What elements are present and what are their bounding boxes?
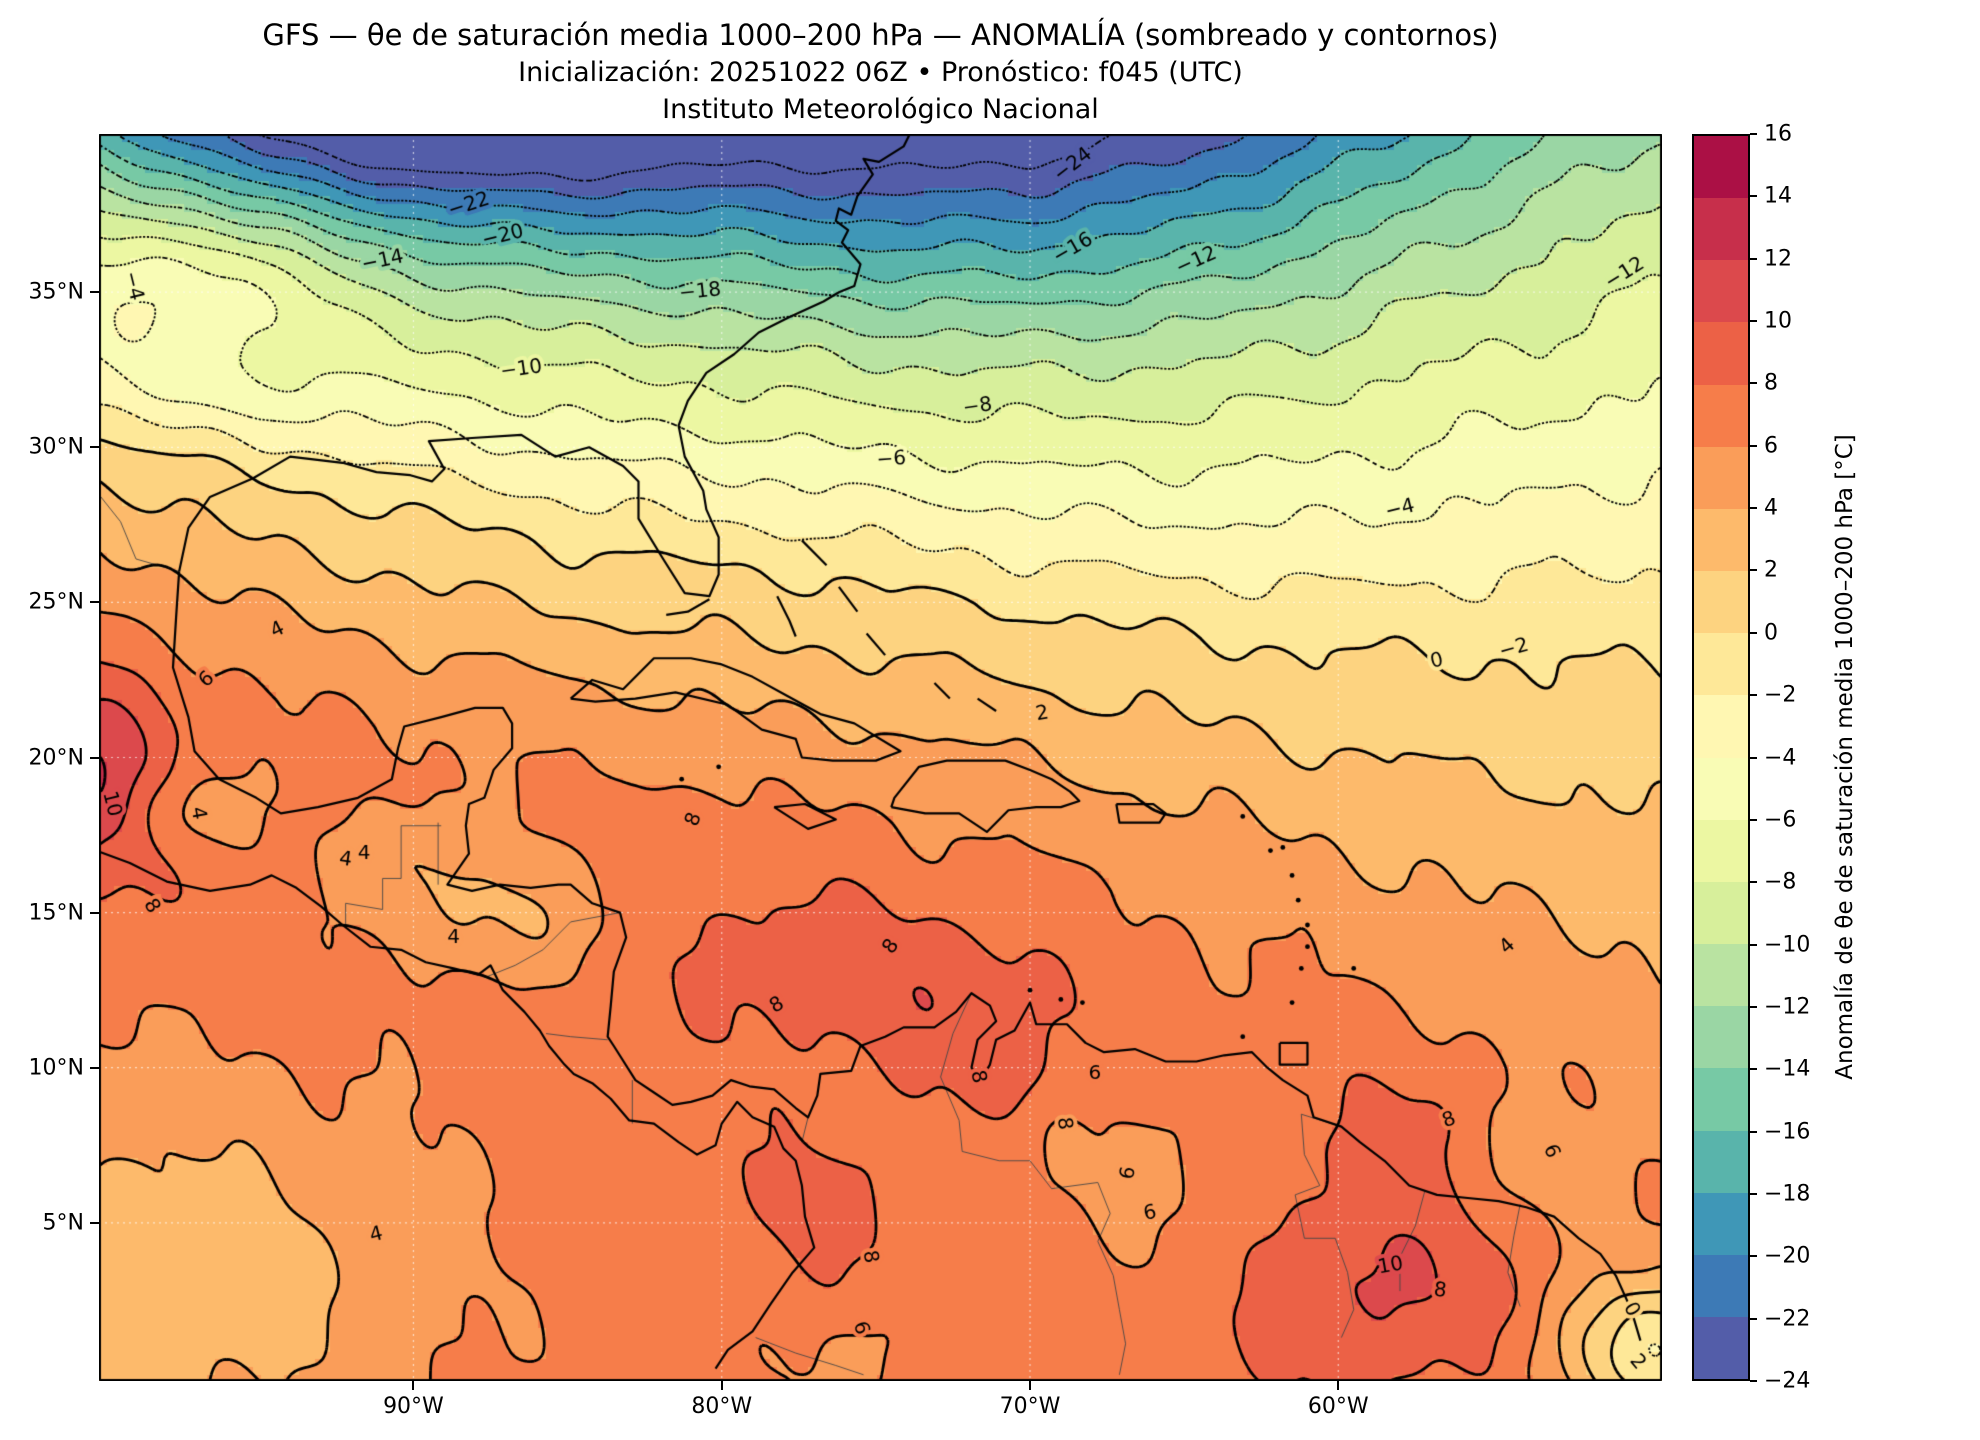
anomaly-map-canvas [99, 134, 1662, 1381]
colorbar-tick-label: −2 [1764, 682, 1797, 708]
y-tick-label: 15°N [28, 900, 84, 926]
x-tick-label: 70°W [999, 1394, 1061, 1419]
colorbar-tick-label: −8 [1764, 869, 1797, 895]
y-tick-mark [90, 756, 99, 759]
x-tick-mark [720, 1381, 723, 1390]
colorbar-tick-mark [1750, 1317, 1757, 1320]
colorbar-tick-mark [1750, 756, 1757, 759]
y-tick-mark [90, 1066, 99, 1069]
colorbar-tick-mark [1750, 195, 1757, 198]
colorbar-tick-label: −22 [1764, 1306, 1811, 1332]
y-tick-label: 5°N [42, 1210, 84, 1236]
y-tick-label: 35°N [28, 279, 84, 305]
colorbar-tick-mark [1750, 943, 1757, 946]
y-tick-mark [90, 601, 99, 604]
x-tick-label: 90°W [383, 1394, 444, 1419]
colorbar-cell [1694, 757, 1748, 820]
colorbar-tick-mark [1750, 1130, 1757, 1133]
colorbar-cell [1694, 1130, 1748, 1193]
colorbar-tick-mark [1750, 1192, 1757, 1195]
x-tick-mark [412, 1381, 415, 1390]
chart-title: GFS — θe de saturación media 1000–200 hP… [262, 18, 1499, 52]
colorbar-tick-label: −24 [1764, 1368, 1811, 1394]
y-tick-label: 30°N [28, 434, 84, 460]
colorbar-cell [1694, 1254, 1748, 1317]
colorbar-cell [1694, 1192, 1748, 1255]
y-tick-label: 25°N [28, 589, 84, 615]
colorbar-cell [1694, 198, 1748, 261]
colorbar-cell [1694, 384, 1748, 447]
colorbar-cell [1694, 508, 1748, 572]
x-tick-label: 60°W [1307, 1394, 1369, 1419]
colorbar-tick-label: −20 [1764, 1243, 1811, 1269]
colorbar-tick-label: 8 [1764, 370, 1778, 396]
colorbar-tick-label: 2 [1764, 557, 1778, 583]
colorbar-tick-mark [1750, 444, 1757, 447]
y-tick-label: 20°N [28, 745, 84, 770]
colorbar-tick-mark [1750, 1255, 1757, 1258]
x-tick-label: 80°W [691, 1394, 753, 1419]
colorbar-cell [1694, 1006, 1748, 1069]
colorbar-tick-label: −16 [1764, 1119, 1811, 1145]
y-tick-mark [90, 446, 99, 449]
colorbar-cell [1694, 881, 1748, 945]
y-tick-mark [90, 291, 99, 294]
colorbar-cell [1694, 322, 1748, 385]
colorbar-tick-label: −4 [1764, 745, 1797, 770]
colorbar-axis-label: Anomalía de θe de saturación media 1000–… [1832, 434, 1858, 1080]
colorbar-tick-label: −18 [1764, 1181, 1811, 1207]
colorbar-cell [1694, 1068, 1748, 1131]
colorbar-tick-mark [1750, 569, 1757, 572]
colorbar-tick-mark [1750, 1068, 1757, 1071]
colorbar-tick-label: −10 [1764, 932, 1811, 958]
colorbar-cell [1694, 571, 1748, 634]
colorbar-tick-mark [1750, 694, 1757, 697]
colorbar-tick-label: 10 [1764, 308, 1792, 334]
colorbar-tick-label: −14 [1764, 1056, 1811, 1082]
colorbar-cell [1694, 260, 1748, 323]
colorbar-tick-label: 16 [1764, 121, 1792, 147]
colorbar-tick-mark [1750, 382, 1757, 385]
colorbar-tick-mark [1750, 257, 1757, 260]
colorbar-tick-label: 14 [1764, 183, 1792, 209]
colorbar-tick-mark [1750, 133, 1757, 135]
colorbar-tick-label: −6 [1764, 807, 1797, 833]
colorbar-cell [1694, 695, 1748, 758]
colorbar-tick-label: 0 [1764, 620, 1778, 646]
y-tick-mark [90, 911, 99, 914]
colorbar-tick-label: 4 [1764, 495, 1778, 521]
colorbar-cell [1694, 944, 1748, 1007]
colorbar-cell [1694, 1316, 1748, 1380]
colorbar [1692, 134, 1750, 1381]
colorbar-tick-mark [1750, 1005, 1757, 1008]
colorbar-tick-mark [1750, 881, 1757, 884]
colorbar-tick-label: 6 [1764, 433, 1778, 459]
chart-subtitle: Inicialización: 20251022 06Z • Pronóstic… [518, 57, 1243, 88]
colorbar-cell [1694, 136, 1748, 199]
x-tick-mark [1337, 1381, 1340, 1390]
colorbar-tick-mark [1750, 507, 1757, 510]
colorbar-cell [1694, 446, 1748, 509]
x-tick-mark [1029, 1381, 1032, 1390]
colorbar-tick-mark [1750, 1380, 1757, 1382]
colorbar-tick-label: −12 [1764, 994, 1811, 1020]
colorbar-tick-mark [1750, 631, 1757, 634]
colorbar-cell [1694, 819, 1748, 882]
y-tick-mark [90, 1221, 99, 1224]
y-tick-label: 10°N [28, 1055, 84, 1081]
colorbar-tick-mark [1750, 320, 1757, 323]
colorbar-tick-label: 12 [1764, 246, 1792, 272]
colorbar-tick-mark [1750, 818, 1757, 821]
colorbar-cell [1694, 633, 1748, 696]
institution-title: Instituto Meteorológico Nacional [662, 94, 1099, 125]
